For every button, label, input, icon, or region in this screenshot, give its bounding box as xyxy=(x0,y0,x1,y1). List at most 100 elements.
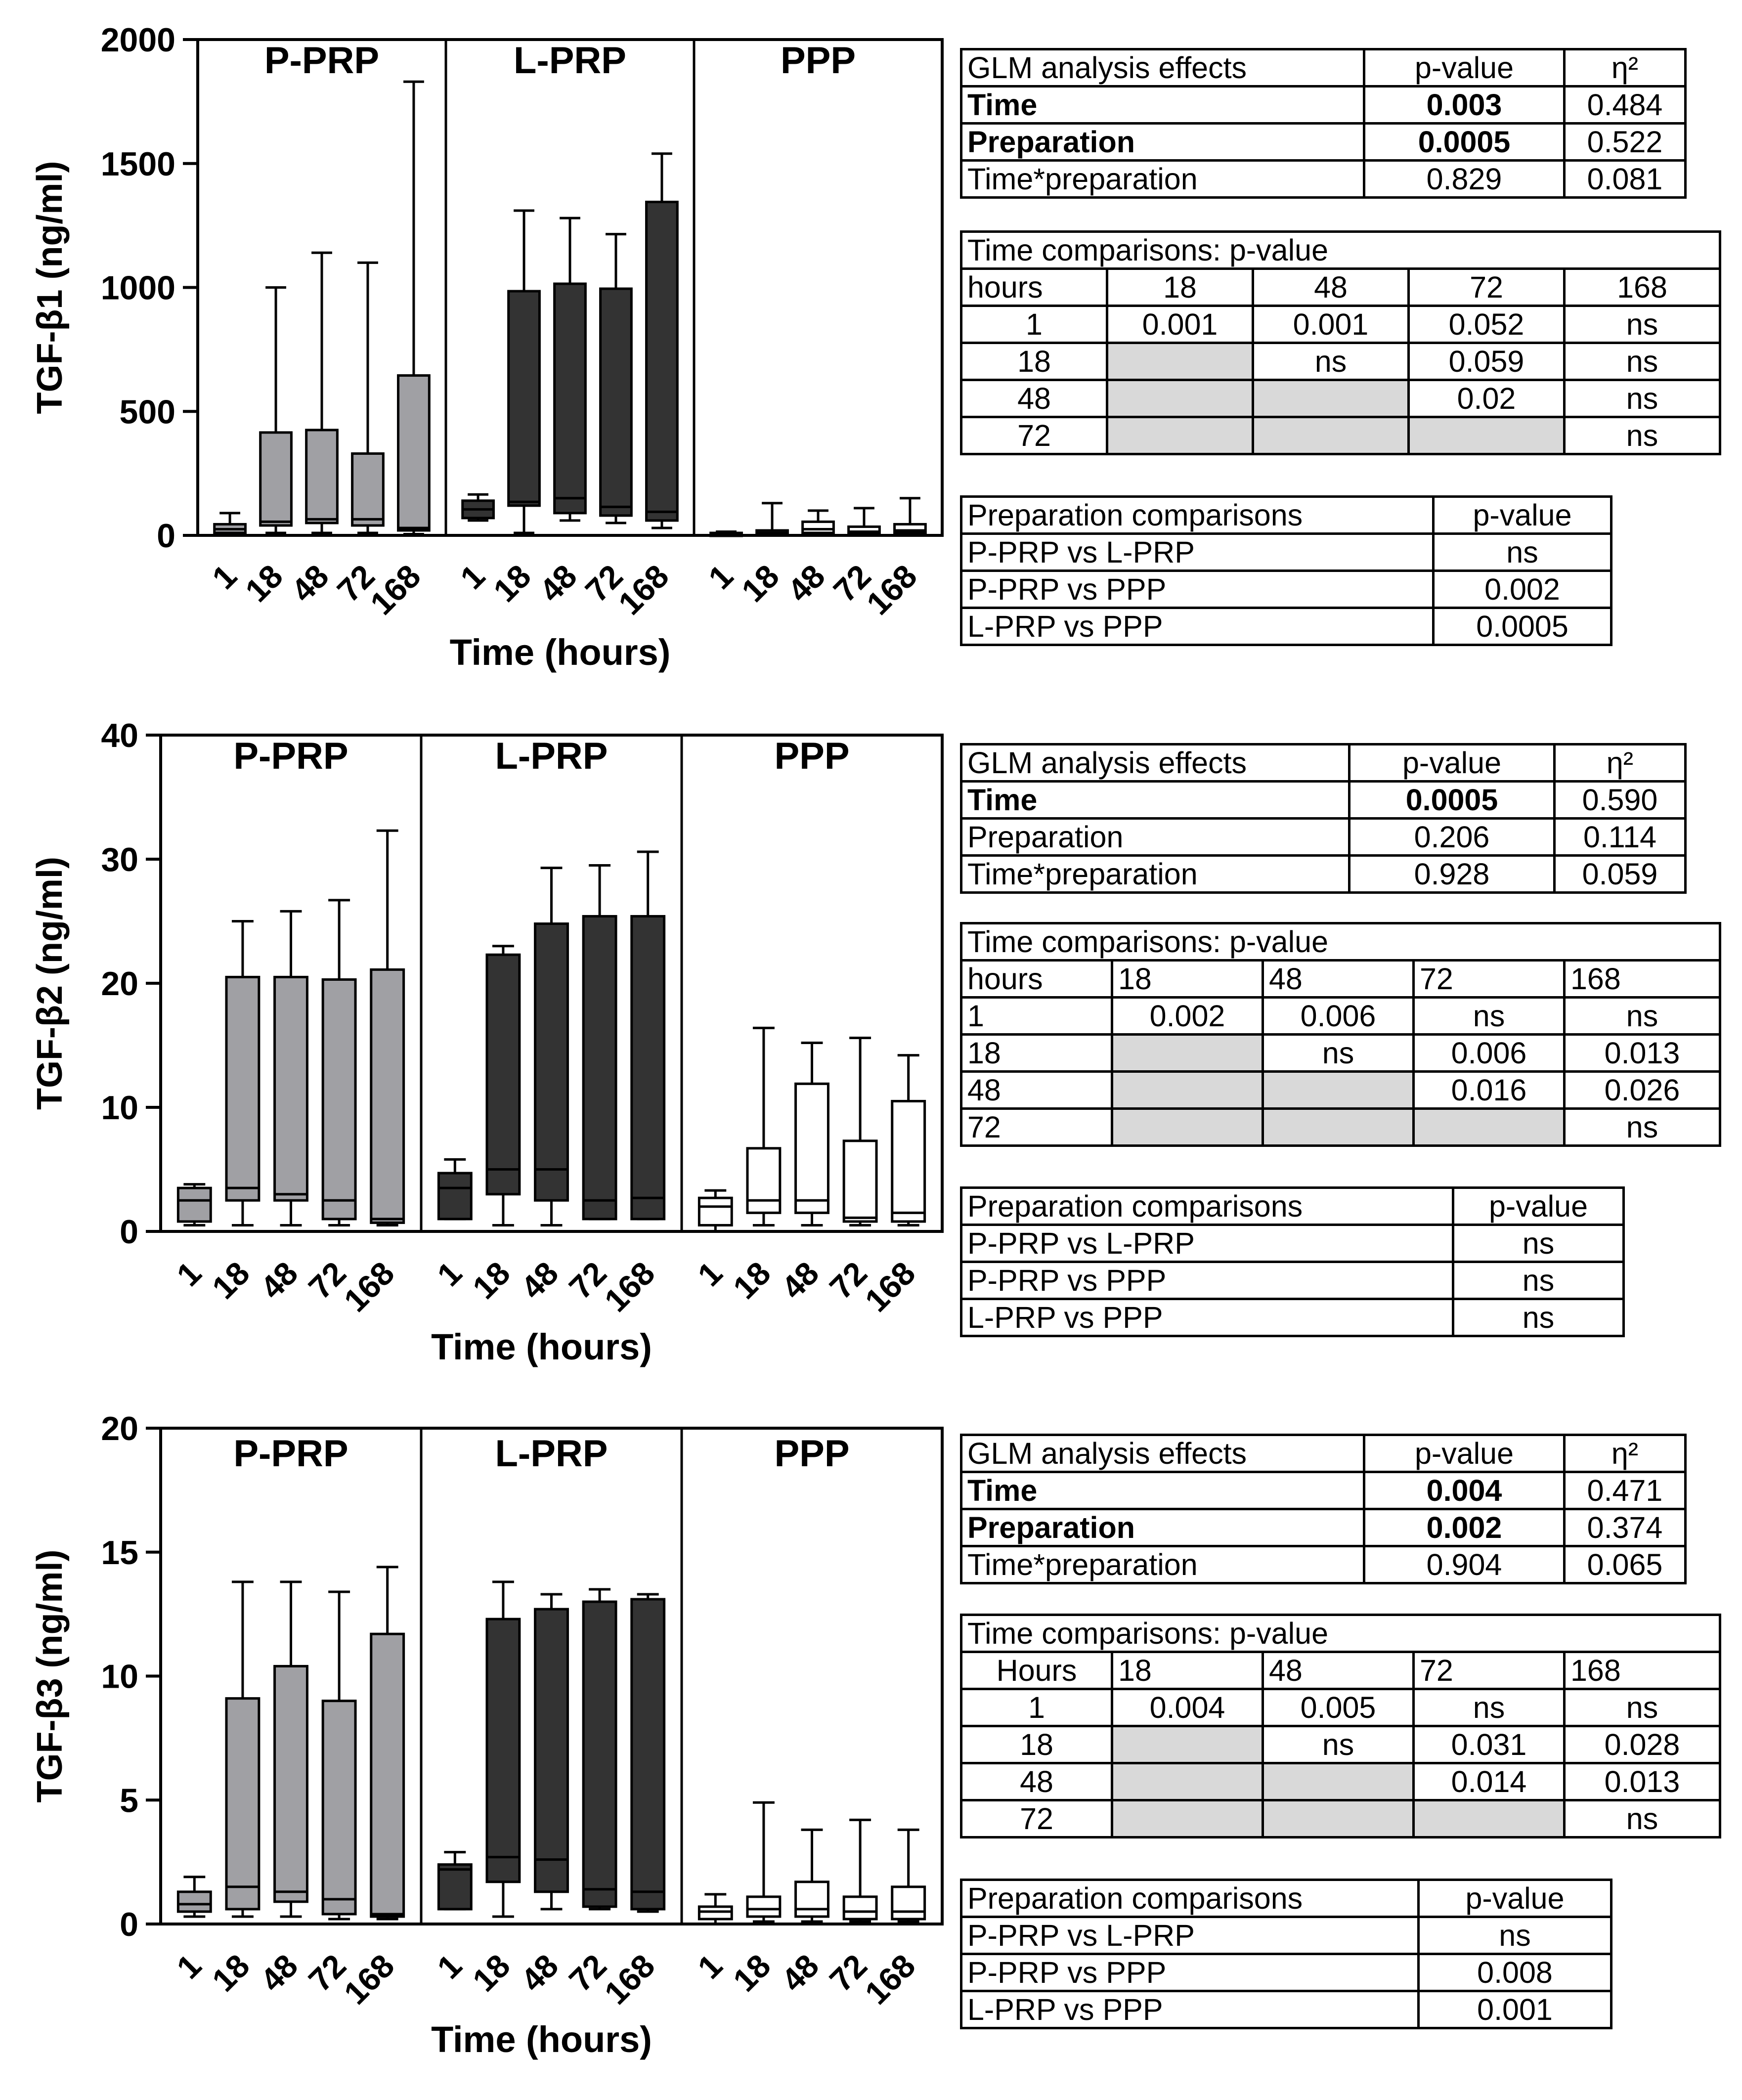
glm-p: 0.206 xyxy=(1348,817,1556,857)
prep-comparison: P-PRP vs PPP xyxy=(960,1953,1420,1992)
glm-p: 0.004 xyxy=(1363,1471,1566,1510)
x-tick-label: 1 xyxy=(701,558,740,596)
glm-eta: 0.484 xyxy=(1563,85,1687,125)
prep-p: ns xyxy=(1452,1298,1625,1337)
time-header: 72 xyxy=(1407,267,1566,307)
plot-frame xyxy=(196,38,944,537)
time-cell: ns xyxy=(1563,342,1721,381)
time-cell-empty xyxy=(1106,342,1254,381)
y-tick-label: 15 xyxy=(101,1534,138,1572)
prep-table-b1: Preparation comparisons p-value P-PRP vs… xyxy=(960,495,1612,646)
x-tick-label: 1 xyxy=(170,1255,208,1293)
x-tick-label: 48 xyxy=(781,558,832,609)
box-ppp xyxy=(842,1139,878,1223)
time-cell: 18 xyxy=(960,1725,1113,1764)
box-p-prp xyxy=(321,978,357,1221)
prep-comparison: P-PRP vs L-PRP xyxy=(960,532,1435,572)
time-cell: 18 xyxy=(960,1033,1113,1073)
glm-header-effect: GLM analysis effects xyxy=(960,743,1350,783)
glm-table-b1: GLM analysis effects p-value η² Time 0.0… xyxy=(960,48,1687,199)
x-tick-label: 1 xyxy=(691,1947,729,1986)
time-header: 168 xyxy=(1563,1651,1721,1690)
x-tick-label: 48 xyxy=(253,1947,305,1999)
box-l-prp xyxy=(630,1598,666,1911)
x-tick-label: 1 xyxy=(453,558,492,596)
glm-header-p: p-value xyxy=(1363,48,1566,88)
box-ppp xyxy=(746,1895,782,1918)
box-p-prp xyxy=(321,1700,357,1916)
y-tick-label: 10 xyxy=(101,1089,138,1127)
glm-table-b2: GLM analysis effects p-value η² Time 0.0… xyxy=(960,743,1687,894)
plot-frame xyxy=(159,734,944,1233)
box-p-prp xyxy=(397,374,431,532)
y-tick-label: 2000 xyxy=(101,21,175,59)
box-ppp xyxy=(842,1895,878,1921)
time-cell: 0.016 xyxy=(1412,1070,1566,1110)
time-cell: 0.059 xyxy=(1407,342,1566,381)
time-cell: 48 xyxy=(960,1762,1113,1801)
y-tick-label: 20 xyxy=(101,965,138,1003)
glm-effect: Time*preparation xyxy=(960,1545,1365,1584)
x-tick-label: 18 xyxy=(726,1947,778,1999)
x-tick-label: 1 xyxy=(430,1255,469,1293)
panel-tgf-b1: 0 500 1000 1500 2000 TGF-β1 (ng/ml) Time (hour… xyxy=(0,0,1742,692)
glm-eta: 0.471 xyxy=(1563,1471,1687,1510)
time-cell-empty xyxy=(1111,1070,1264,1110)
y-tick-label: 20 xyxy=(101,1410,138,1447)
time-table-title: Time comparisons: p-value xyxy=(960,922,1721,962)
group-label: P-PRP xyxy=(264,40,379,82)
box-chart-tgf-b3: 0 5 10 15 20 TGF-β3 (ng/ml) Time (hours) P-PRP 1… xyxy=(30,1410,944,2060)
box-chart-tgf-b2: 0 10 20 30 40 TGF-β2 (ng/ml) Time (hours) P-PRP… xyxy=(30,717,944,1367)
time-table-b1: Time comparisons: p-value hours 18 48 72… xyxy=(960,230,1721,455)
prep-comparison: L-PRP vs PPP xyxy=(960,1298,1454,1337)
glm-header-eta: η² xyxy=(1553,743,1687,783)
x-tick-label: 168 xyxy=(858,1947,922,2012)
box-p-prp xyxy=(273,1664,308,1903)
glm-effect: Time*preparation xyxy=(960,159,1365,199)
time-cell: ns xyxy=(1563,416,1721,455)
time-cell: 0.014 xyxy=(1412,1762,1566,1801)
time-cell-empty xyxy=(1106,379,1254,418)
glm-p: 0.904 xyxy=(1363,1545,1566,1584)
time-cell: 1 xyxy=(960,1688,1113,1727)
y-axis-label: TGF-β2 (ng/ml) xyxy=(30,857,70,1110)
time-cell: 0.02 xyxy=(1407,379,1566,418)
x-tick-label: 18 xyxy=(205,1947,257,1999)
time-cell-empty xyxy=(1412,1107,1566,1147)
time-cell: ns xyxy=(1563,305,1721,344)
x-axis-label: Time (hours) xyxy=(431,1326,652,1367)
x-tick-label: 1 xyxy=(691,1255,729,1293)
glm-effect: Time*preparation xyxy=(960,854,1350,894)
box-chart-tgf-b1: 0 500 1000 1500 2000 TGF-β1 (ng/ml) Time (hour… xyxy=(30,21,944,673)
time-cell-empty xyxy=(1407,416,1566,455)
box-l-prp xyxy=(553,282,587,515)
box-p-prp xyxy=(273,975,308,1202)
time-cell: 72 xyxy=(960,1799,1113,1838)
time-cell: ns xyxy=(1262,1033,1415,1073)
y-tick-label: 0 xyxy=(120,1906,138,1943)
time-cell: 48 xyxy=(960,1070,1113,1110)
box-l-prp xyxy=(507,290,541,507)
group-label: L-PRP xyxy=(495,735,608,777)
time-cell-empty xyxy=(1111,1725,1264,1764)
time-header: 48 xyxy=(1262,959,1415,999)
glm-header-p: p-value xyxy=(1348,743,1556,783)
y-tick-label: 30 xyxy=(101,841,138,878)
glm-eta: 0.374 xyxy=(1563,1508,1687,1547)
time-cell-empty xyxy=(1111,1033,1264,1073)
y-tick-label: 10 xyxy=(101,1658,138,1696)
time-cell: 1 xyxy=(960,996,1113,1036)
y-tick-label: 500 xyxy=(120,393,175,431)
time-cell: 48 xyxy=(960,379,1108,418)
x-tick-label: 18 xyxy=(238,558,290,609)
x-tick-label: 168 xyxy=(337,1947,401,2012)
time-cell: ns xyxy=(1252,342,1410,381)
glm-header-eta: η² xyxy=(1563,1434,1687,1473)
box-p-prp xyxy=(305,429,339,525)
prep-table-b2: Preparation comparisons p-value P-PRP vs… xyxy=(960,1186,1625,1337)
x-tick-label: 48 xyxy=(514,1255,565,1306)
x-tick-label: 18 xyxy=(486,558,538,609)
glm-effect: Time xyxy=(960,1471,1365,1510)
prep-comparison: L-PRP vs PPP xyxy=(960,607,1435,646)
glm-effect: Preparation xyxy=(960,817,1350,857)
